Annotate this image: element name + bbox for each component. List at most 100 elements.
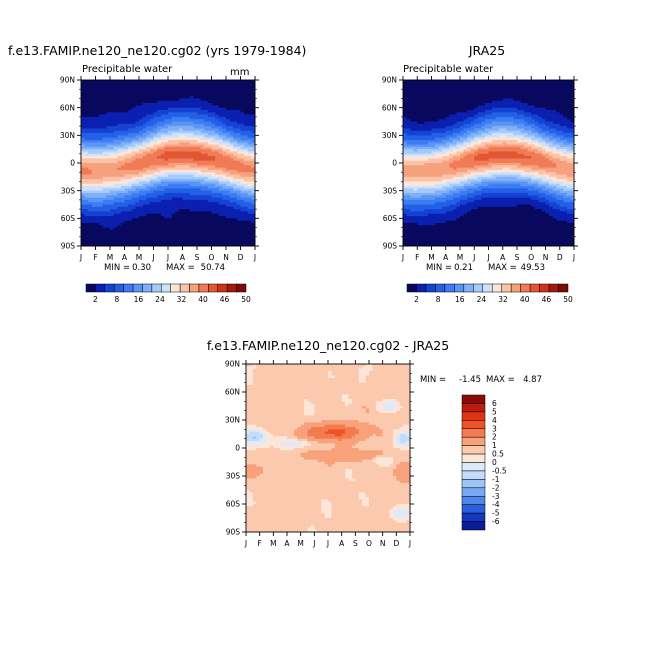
contour-cell: [114, 122, 118, 125]
contour-cell: [241, 133, 245, 136]
contour-cell: [222, 151, 226, 154]
contour-cell: [81, 205, 85, 208]
colorbar-swatch: [171, 284, 180, 292]
contour-cell: [499, 115, 503, 118]
contour-cell: [88, 135, 92, 138]
contour-cell: [135, 209, 139, 212]
contour-cell: [424, 145, 428, 148]
contour-cell: [453, 126, 457, 129]
contour-cell: [208, 133, 212, 136]
contour-cell: [168, 207, 172, 210]
contour-cell: [132, 228, 136, 231]
contour-cell: [186, 225, 190, 228]
contour-cell: [485, 87, 489, 90]
contour-cell: [143, 163, 147, 166]
contour-cell: [201, 126, 205, 129]
contour-cell: [121, 225, 125, 228]
contour-cell: [499, 89, 503, 92]
contour-cell: [117, 138, 121, 141]
contour-cell: [208, 101, 212, 104]
contour-cell: [96, 234, 100, 237]
contour-cell: [81, 168, 85, 171]
contour-cell: [219, 228, 223, 231]
contour-cell: [125, 126, 129, 129]
contour-cell: [85, 126, 89, 129]
contour-cell: [513, 126, 517, 129]
contour-cell: [164, 85, 168, 88]
contour-cell: [88, 234, 92, 237]
contour-cell: [496, 140, 500, 143]
contour-cell: [135, 165, 139, 168]
contour-cell: [197, 228, 201, 231]
contour-cell: [538, 103, 542, 106]
contour-cell: [193, 117, 197, 120]
contour-cell: [88, 202, 92, 205]
contour-cell: [164, 232, 168, 235]
contour-cell: [168, 142, 172, 145]
contour-cell: [103, 211, 107, 214]
contour-cell: [248, 149, 252, 152]
contour-cell: [546, 124, 550, 127]
contour-cell: [481, 108, 485, 111]
contour-cell: [553, 98, 557, 101]
contour-cell: [456, 92, 460, 95]
contour-cell: [106, 94, 110, 97]
contour-cell: [237, 94, 241, 97]
contour-cell: [157, 133, 161, 136]
contour-cell: [114, 96, 118, 99]
contour-cell: [172, 181, 176, 184]
contour-cell: [81, 98, 85, 101]
contour-cell: [193, 142, 197, 145]
contour-cell: [157, 228, 161, 231]
contour-cell: [439, 82, 443, 85]
contour-cell: [248, 96, 252, 99]
contour-cell: [161, 96, 165, 99]
contour-cell: [244, 207, 248, 210]
contour-cell: [143, 175, 147, 178]
contour-cell: [193, 145, 197, 148]
contour-cell: [230, 131, 234, 134]
contour-cell: [212, 211, 216, 214]
contour-cell: [208, 168, 212, 171]
contour-cell: [226, 186, 230, 189]
contour-cell: [168, 103, 172, 106]
contour-cell: [154, 105, 158, 108]
contour-cell: [204, 156, 208, 159]
contour-cell: [510, 110, 514, 113]
contour-cell: [150, 161, 154, 164]
contour-cell: [503, 96, 507, 99]
contour-cell: [428, 112, 432, 115]
contour-cell: [567, 145, 571, 148]
contour-cell: [143, 232, 147, 235]
contour-cell: [168, 108, 172, 111]
contour-cell: [179, 163, 183, 166]
contour-cell: [150, 98, 154, 101]
contour-cell: [248, 85, 252, 88]
contour-cell: [517, 128, 521, 131]
contour-cell: [567, 108, 571, 111]
contour-cell: [201, 89, 205, 92]
contour-cell: [117, 85, 121, 88]
contour-cell: [103, 177, 107, 180]
contour-cell: [435, 140, 439, 143]
contour-cell: [114, 145, 118, 148]
contour-cell: [244, 163, 248, 166]
contour-cell: [183, 241, 187, 244]
contour-cell: [143, 165, 147, 168]
contour-cell: [517, 85, 521, 88]
contour-cell: [197, 191, 201, 194]
contour-cell: [499, 138, 503, 141]
contour-cell: [208, 161, 212, 164]
contour-cell: [549, 110, 553, 113]
contour-cell: [464, 101, 468, 104]
contour-cell: [193, 207, 197, 210]
contour-cell: [410, 103, 414, 106]
contour-cell: [154, 232, 158, 235]
contour-cell: [201, 207, 205, 210]
contour-cell: [212, 85, 216, 88]
contour-cell: [212, 119, 216, 122]
contour-cell: [193, 115, 197, 118]
contour-cell: [460, 110, 464, 113]
contour-cell: [549, 131, 553, 134]
contour-cell: [103, 237, 107, 240]
